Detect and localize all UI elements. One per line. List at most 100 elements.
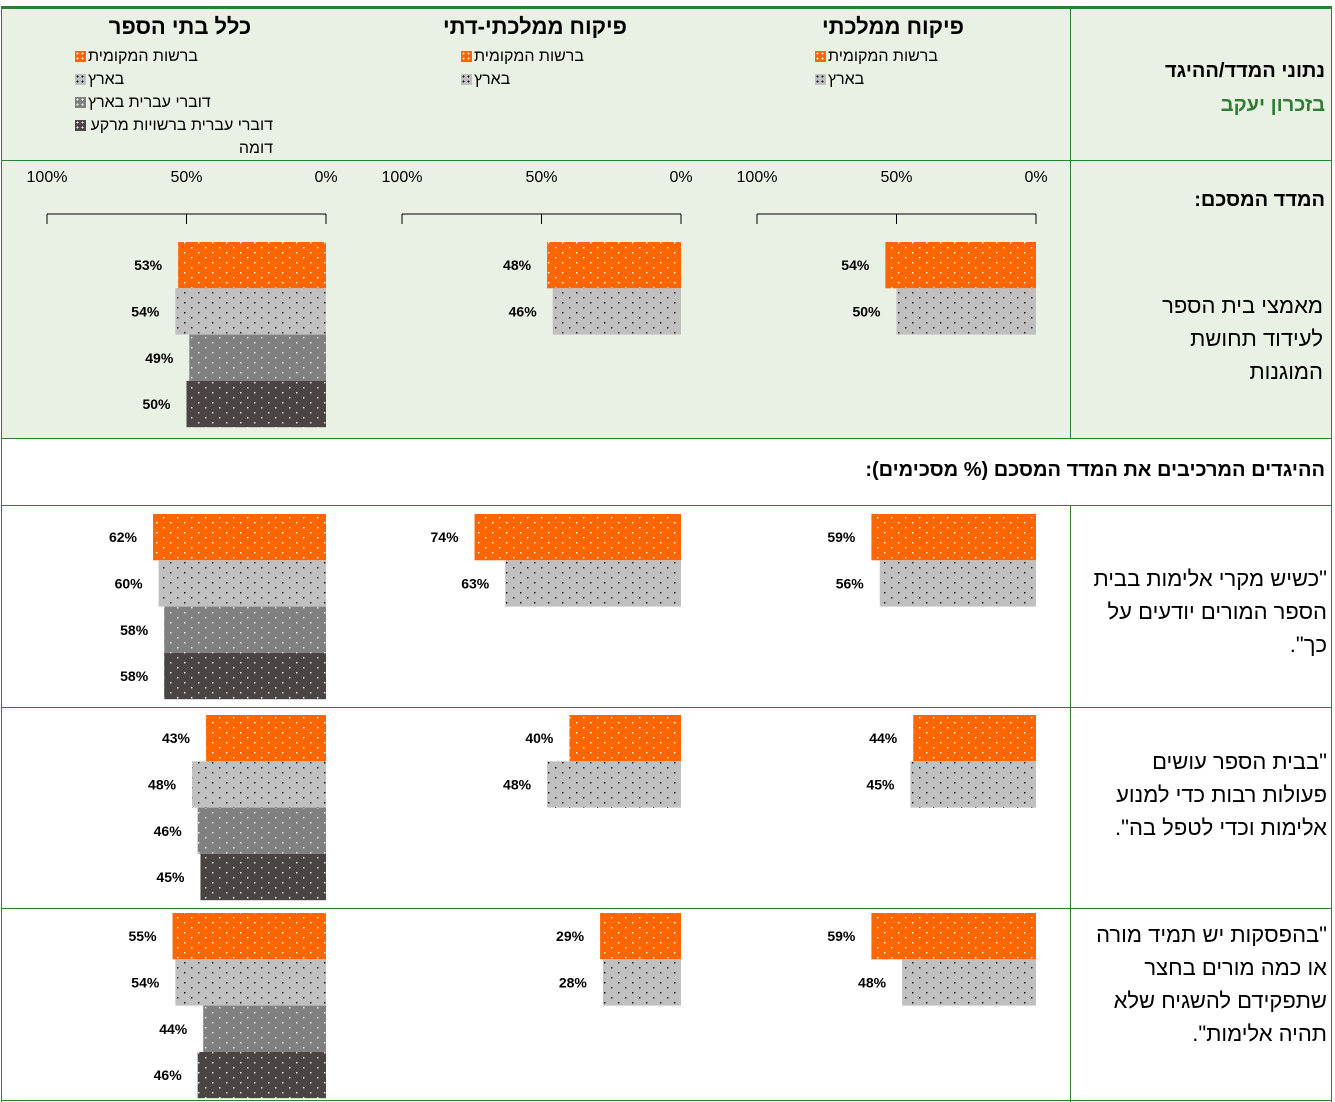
value-label: 28%: [559, 974, 588, 990]
legend-item: בארץ: [461, 68, 584, 91]
bar: [871, 913, 1036, 960]
value-label: 49%: [145, 350, 174, 366]
legend-label: דוברי עברית בארץ: [88, 94, 211, 111]
section-title: ההיגדים המרכיבים את המדד המסכם (% מסכימי…: [865, 459, 1325, 481]
value-label: 54%: [131, 974, 160, 990]
legend-item: דוברי עברית ברשויות מרקע דומה: [75, 114, 273, 160]
bar: [885, 242, 1036, 289]
tick-label: 0%: [314, 169, 337, 186]
item-label: "בהפסקות יש תמיד מורה או כמה מורים בחצר …: [1096, 922, 1327, 1046]
value-label: 53%: [134, 257, 163, 273]
tick-label: 0%: [669, 169, 692, 186]
tick-label: 50%: [880, 169, 912, 186]
bar: [186, 380, 326, 428]
value-label: 54%: [841, 257, 870, 273]
legend-label: ברשות המקומית: [828, 48, 938, 65]
legend-label: דוברי עברית ברשויות מרקע דומה: [90, 117, 273, 157]
tick-label: 100%: [737, 169, 778, 186]
bar: [189, 334, 326, 381]
bar: [600, 913, 681, 960]
legend-label: בארץ: [474, 71, 511, 88]
bar: [172, 913, 326, 960]
item-label: "בבית הספר עושים פעולות רבות כדי למנוע א…: [1115, 749, 1327, 840]
header-title: נתוני המדד/ההיגד: [1165, 60, 1325, 82]
bar: [547, 761, 681, 808]
border: [1070, 505, 1071, 1102]
bar: [474, 514, 681, 561]
item-label: "כשיש מקרי אלימות בבית הספר המורים יודעי…: [1093, 566, 1327, 657]
legend-label: ברשות המקומית: [88, 48, 198, 65]
header-subtitle: בזכרון יעקב: [1220, 94, 1325, 116]
top-border: [1, 6, 1332, 9]
value-label: 59%: [827, 529, 856, 545]
value-label: 44%: [869, 730, 898, 746]
tick-label: 50%: [170, 169, 202, 186]
index-label: מאמצי בית הספר לעידוד תחושת המוגנות: [1162, 293, 1323, 384]
value-label: 48%: [858, 974, 887, 990]
border: [1, 505, 1332, 506]
column-title: כלל בתי הספר: [108, 14, 252, 39]
value-label: 45%: [866, 776, 895, 792]
bar: [153, 514, 326, 561]
value-label: 40%: [525, 730, 554, 746]
bar: [197, 1051, 326, 1099]
legend-swatch: [75, 120, 86, 131]
bar: [200, 853, 326, 901]
tick-label: 100%: [27, 169, 68, 186]
legend-label: בארץ: [88, 71, 125, 88]
value-label: 48%: [148, 776, 177, 792]
value-label: 74%: [431, 529, 460, 545]
value-label: 59%: [827, 928, 856, 944]
border: [1, 438, 1332, 439]
bar: [203, 1005, 326, 1052]
bar: [192, 761, 326, 808]
bar: [896, 288, 1036, 335]
border: [1, 8, 2, 1102]
value-label: 55%: [129, 928, 158, 944]
value-label: 43%: [162, 730, 191, 746]
legend: ברשות המקומית בארץ: [815, 45, 938, 91]
legend-item: ברשות המקומית: [75, 45, 273, 68]
legend-swatch: [75, 74, 86, 85]
tick-label: 0%: [1024, 169, 1047, 186]
bar: [602, 959, 681, 1006]
bar: [158, 560, 326, 607]
bar: [547, 242, 681, 289]
value-label: 50%: [142, 396, 171, 412]
legend: ברשות המקומית בארץ: [461, 45, 584, 91]
value-label: 48%: [503, 257, 532, 273]
bar: [178, 242, 326, 289]
legend-swatch: [75, 51, 86, 62]
value-label: 54%: [131, 303, 160, 319]
border: [1, 1100, 1332, 1101]
bar: [569, 715, 681, 762]
legend-swatch: [75, 97, 86, 108]
bar: [164, 606, 326, 653]
index-title: המדד המסכם:: [1194, 189, 1325, 211]
value-label: 44%: [159, 1021, 188, 1037]
value-label: 46%: [154, 1067, 183, 1083]
value-label: 48%: [503, 776, 532, 792]
bar: [552, 288, 681, 335]
legend: ברשות המקומית בארץ דוברי עברית בארץ דוברי ע…: [75, 45, 273, 160]
tick-label: 100%: [382, 169, 423, 186]
bar: [206, 715, 326, 762]
bar: [164, 652, 326, 700]
bar: [902, 959, 1036, 1006]
legend-swatch: [461, 74, 472, 85]
legend-swatch: [815, 74, 826, 85]
border: [1070, 8, 1071, 438]
value-label: 60%: [115, 575, 144, 591]
value-label: 46%: [154, 823, 183, 839]
legend-item: דוברי עברית בארץ: [75, 91, 273, 114]
value-label: 46%: [509, 303, 538, 319]
bar: [197, 807, 326, 854]
border: [1, 908, 1332, 909]
column-title: פיקוח ממלכתי-דתי: [443, 14, 627, 39]
border: [1, 707, 1332, 708]
column-title: פיקוח ממלכתי: [822, 14, 964, 39]
legend-swatch: [815, 51, 826, 62]
legend-label: ברשות המקומית: [474, 48, 584, 65]
value-label: 62%: [109, 529, 138, 545]
